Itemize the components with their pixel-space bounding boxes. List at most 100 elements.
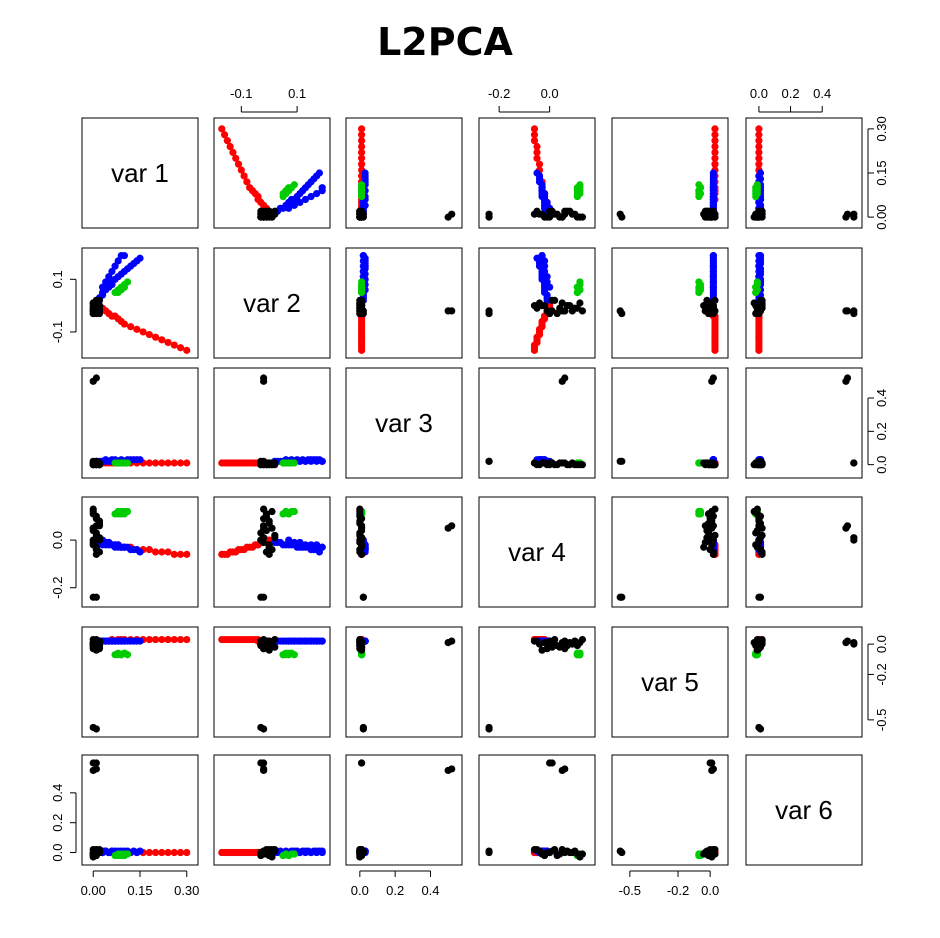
panel-frame [213, 117, 331, 229]
data-point [448, 637, 456, 645]
data-point [183, 635, 191, 644]
panel-frame [478, 496, 596, 608]
data-point [561, 210, 569, 218]
x-tick-label: 0.15 [127, 883, 152, 898]
data-point [260, 534, 268, 542]
data-point [307, 637, 315, 645]
data-point [176, 848, 185, 857]
data-point [260, 459, 268, 467]
data-point [704, 850, 713, 858]
data-point [711, 131, 719, 139]
data-point [136, 254, 144, 262]
panel-frame [345, 496, 463, 608]
x-axis-bottom-3: 0.0 0.2 0.4 [351, 870, 440, 898]
data-point [711, 160, 719, 168]
data-point [711, 154, 719, 162]
data-point [548, 639, 556, 647]
data-point [709, 262, 717, 270]
data-point [102, 278, 110, 286]
data-point [358, 125, 366, 133]
data-point [260, 765, 268, 773]
data-point [711, 148, 719, 157]
data-point [136, 548, 144, 556]
data-point [290, 201, 298, 209]
panel-frame [745, 247, 863, 359]
data-point [850, 459, 858, 467]
data-point [485, 847, 493, 855]
panel-frame [745, 496, 863, 608]
data-point [318, 637, 326, 645]
panel-r5-c2 [213, 626, 331, 738]
data-point [92, 847, 100, 855]
x-axis-top-6: 0.0 0.2 0.4 [750, 86, 831, 113]
y-axis-left-4: -0.2 0.0 [50, 531, 77, 599]
variable-label: var 4 [508, 537, 566, 567]
data-point [279, 459, 287, 467]
panel-frame [478, 367, 596, 479]
data-point [262, 510, 271, 518]
data-point [92, 374, 100, 382]
data-point [709, 252, 717, 260]
data-point [271, 531, 279, 539]
y-tick-label: 0.0 [50, 843, 65, 861]
data-point [145, 459, 153, 467]
panel-frame [345, 754, 463, 866]
data-point [701, 522, 709, 530]
data-point [843, 210, 852, 218]
variable-label: var 2 [243, 288, 301, 318]
panel-frame [213, 247, 331, 359]
data-point [695, 510, 703, 518]
data-point [535, 160, 544, 168]
y-tick-label: 0.15 [874, 160, 889, 185]
data-point [755, 522, 763, 530]
data-point [296, 457, 304, 465]
data-point [561, 637, 569, 645]
data-point [158, 548, 166, 556]
y-tick-label: 0.2 [50, 814, 65, 832]
y-axis-right-3: 0.0 0.2 0.4 [867, 389, 889, 474]
y-tick-label: 0.00 [874, 204, 889, 229]
panel-r3-c1 [81, 367, 199, 479]
data-point [709, 845, 717, 854]
data-point [164, 338, 172, 347]
data-point [756, 210, 765, 218]
data-point [307, 541, 315, 549]
data-point [98, 283, 107, 291]
data-point [120, 283, 129, 291]
variable-label: var 5 [641, 667, 699, 697]
data-point [358, 148, 366, 157]
data-point [296, 198, 304, 207]
data-point [234, 160, 243, 168]
data-point [573, 651, 581, 659]
panel-r5-c4 [478, 626, 596, 738]
data-point [92, 302, 100, 310]
data-point [260, 847, 268, 855]
panel-r6-c3 [345, 754, 463, 866]
data-point [533, 148, 541, 157]
data-point [448, 210, 456, 218]
y-tick-label: -0.1 [50, 321, 65, 343]
panel-r1-c5 [611, 117, 729, 229]
data-point [223, 137, 231, 145]
y-tick-label: -0.5 [874, 709, 889, 731]
data-point [170, 341, 178, 349]
panel-r3-c3: var 3 [345, 367, 463, 479]
data-point [92, 759, 100, 767]
panel-r3-c2 [213, 367, 331, 479]
data-point [551, 296, 559, 304]
data-point [358, 131, 366, 139]
data-point [695, 181, 703, 189]
data-point [285, 459, 293, 467]
data-point [530, 131, 539, 139]
variable-label: var 1 [111, 158, 169, 188]
data-point [530, 125, 539, 133]
data-point [573, 213, 581, 221]
data-point [573, 850, 581, 858]
panel-frame [478, 117, 596, 229]
data-point [850, 307, 858, 315]
data-point [164, 635, 172, 644]
data-point [243, 178, 251, 186]
data-point [120, 637, 129, 645]
data-point [530, 459, 539, 467]
